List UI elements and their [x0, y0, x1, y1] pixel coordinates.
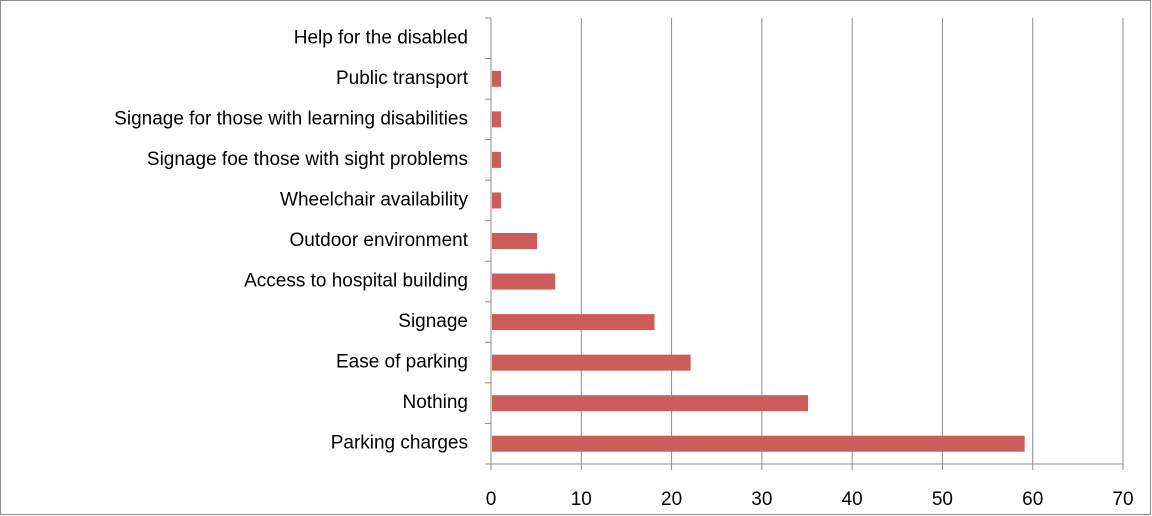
y-tick-label: Outdoor environment	[290, 230, 469, 251]
y-tick-label: Access to hospital building	[244, 271, 468, 292]
bar	[492, 354, 691, 371]
bar	[492, 111, 502, 128]
y-tick-label: Signage for those with learning disabili…	[114, 108, 468, 129]
y-tick-label: Ease of parking	[336, 352, 468, 373]
bar	[492, 192, 502, 209]
bar	[492, 395, 808, 412]
y-tick-label: Public transport	[336, 68, 469, 89]
x-tick-label: 30	[751, 489, 772, 510]
x-tick-label: 40	[842, 489, 863, 510]
bar	[492, 233, 538, 249]
bar	[492, 70, 502, 87]
x-tick-label: 20	[661, 489, 682, 510]
bar	[492, 435, 1025, 452]
x-tick-label: 0	[486, 489, 497, 510]
y-tick-label: Signage	[398, 311, 468, 332]
bar	[492, 273, 556, 290]
x-tick-label: 70	[1112, 489, 1133, 510]
y-tick-label: Wheelchair availability	[280, 189, 468, 210]
x-tick-label: 10	[571, 489, 592, 510]
y-tick-label: Parking charges	[331, 433, 468, 454]
bar	[492, 151, 502, 168]
x-tick-label: 60	[1022, 489, 1043, 510]
y-tick-label: Signage foe those with sight problems	[147, 149, 468, 170]
bar	[492, 314, 655, 331]
y-tick-label: Help for the disabled	[294, 27, 468, 48]
x-tick-label: 50	[932, 489, 953, 510]
y-tick-label: Nothing	[403, 392, 469, 413]
